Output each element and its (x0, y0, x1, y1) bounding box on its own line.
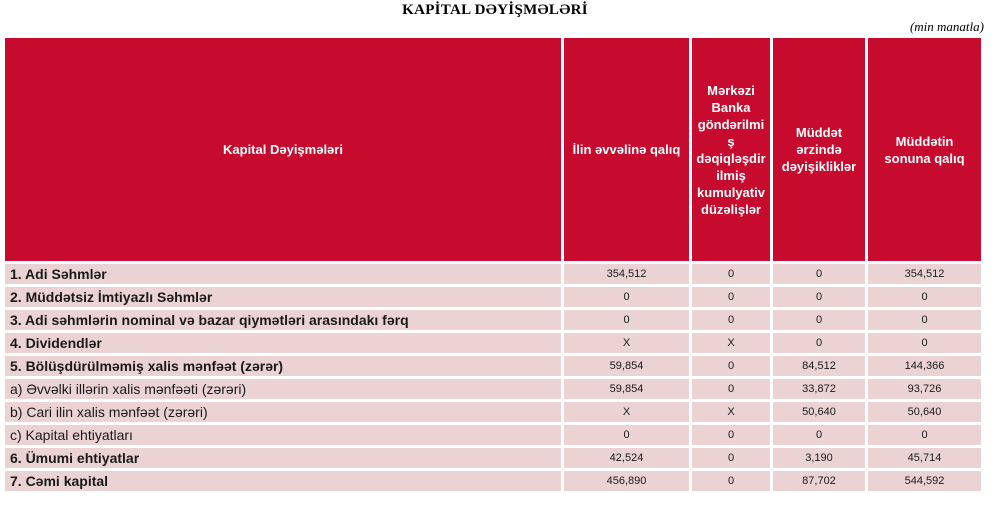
value-cell: 0 (868, 425, 981, 445)
table-row: 7. Cəmi kapital 456,890 0 87,702 544,592 (5, 471, 981, 491)
value-cell: 0 (868, 333, 981, 353)
value-cell: 544,592 (868, 471, 981, 491)
table-row: 3. Adi səhmlərin nominal və bazar qiymət… (5, 310, 981, 330)
value-cell: 0 (564, 425, 689, 445)
page-title: KAPİTAL DƏYİŞMƏLƏRİ (402, 2, 588, 18)
value-cell: 45,714 (868, 448, 981, 468)
value-cell: 0 (773, 310, 865, 330)
value-cell: 59,854 (564, 356, 689, 376)
value-cell: 0 (868, 310, 981, 330)
column-header-mudden-erzinde-deyisiklikler: Müddət ərzində dəyişikliklər (773, 38, 865, 261)
value-cell: 3,190 (773, 448, 865, 468)
value-cell: 33,872 (773, 379, 865, 399)
row-label-cell: 2. Müddətsiz İmtiyazlı Səhmlər (5, 287, 561, 307)
table-row: c) Kapital ehtiyatları 0 0 0 0 (5, 425, 981, 445)
table-row: 2. Müddətsiz İmtiyazlı Səhmlər 0 0 0 0 (5, 287, 981, 307)
column-header-kapital-deyismeleri: Kapital Dəyişmələri (5, 38, 561, 261)
header-row: Kapital Dəyişmələri İlin əvvəlinə qalıq … (5, 38, 981, 261)
value-cell: 93,726 (868, 379, 981, 399)
value-cell: 0 (868, 287, 981, 307)
value-cell: 0 (692, 287, 770, 307)
value-cell: 50,640 (868, 402, 981, 422)
table-row: 6. Ümumi ehtiyatlar 42,524 0 3,190 45,714 (5, 448, 981, 468)
value-cell: X (692, 333, 770, 353)
row-label-cell: 4. Dividendlər (5, 333, 561, 353)
column-header-ilin-evveline-qaliq: İlin əvvəlinə qalıq (564, 38, 689, 261)
value-cell: 84,512 (773, 356, 865, 376)
value-cell: 0 (692, 379, 770, 399)
value-cell: 0 (773, 425, 865, 445)
value-cell: 0 (692, 425, 770, 445)
value-cell: 354,512 (564, 264, 689, 284)
value-cell: 0 (564, 310, 689, 330)
table-row: 1. Adi Səhmlər 354,512 0 0 354,512 (5, 264, 981, 284)
value-cell: X (564, 402, 689, 422)
table-body: 1. Adi Səhmlər 354,512 0 0 354,512 2. Müddəts… (5, 264, 981, 491)
column-header-muddetin-sonuna-qaliq: Müddətin sonuna qalıq (868, 38, 981, 261)
value-cell: 0 (692, 310, 770, 330)
value-cell: 59,854 (564, 379, 689, 399)
row-label-cell: b) Cari ilin xalis mənfəət (zərəri) (5, 402, 561, 422)
unit-note: (min manatla) (909, 19, 984, 34)
row-label-cell: c) Kapital ehtiyatları (5, 425, 561, 445)
table-header: Kapital Dəyişmələri İlin əvvəlinə qalıq … (5, 38, 981, 261)
row-label-cell: a) Əvvəlki illərin xalis mənfəəti (zərər… (5, 379, 561, 399)
value-cell: 0 (692, 356, 770, 376)
row-label-cell: 1. Adi Səhmlər (5, 264, 561, 284)
row-label-cell: 6. Ümumi ehtiyatlar (5, 448, 561, 468)
table-row: 4. Dividendlər X X 0 0 (5, 333, 981, 353)
table-row: b) Cari ilin xalis mənfəət (zərəri) X X 50,… (5, 402, 981, 422)
column-header-merkezi-banka-duzelisler: Mərkəzi Banka göndərilmi ş dəqiqləşdir i… (692, 38, 770, 261)
table-row: 5. Bölüşdürülməmiş xalis mənfəət (zərər)… (5, 356, 981, 376)
value-cell: 0 (692, 448, 770, 468)
value-cell: 0 (773, 333, 865, 353)
value-cell: X (692, 402, 770, 422)
row-label-cell: 3. Adi səhmlərin nominal və bazar qiymət… (5, 310, 561, 330)
value-cell: 456,890 (564, 471, 689, 491)
value-cell: 0 (564, 287, 689, 307)
value-cell: 42,524 (564, 448, 689, 468)
value-cell: 0 (773, 287, 865, 307)
capital-changes-table: Kapital Dəyişmələri İlin əvvəlinə qalıq … (2, 35, 984, 494)
table-row: a) Əvvəlki illərin xalis mənfəəti (zərər… (5, 379, 981, 399)
row-label-cell: 7. Cəmi kapital (5, 471, 561, 491)
value-cell: 354,512 (868, 264, 981, 284)
value-cell: 0 (692, 471, 770, 491)
value-cell: 144,366 (868, 356, 981, 376)
value-cell: 87,702 (773, 471, 865, 491)
value-cell: 50,640 (773, 402, 865, 422)
row-label-cell: 5. Bölüşdürülməmiş xalis mənfəət (zərər) (5, 356, 561, 376)
value-cell: 0 (692, 264, 770, 284)
value-cell: X (564, 333, 689, 353)
value-cell: 0 (773, 264, 865, 284)
